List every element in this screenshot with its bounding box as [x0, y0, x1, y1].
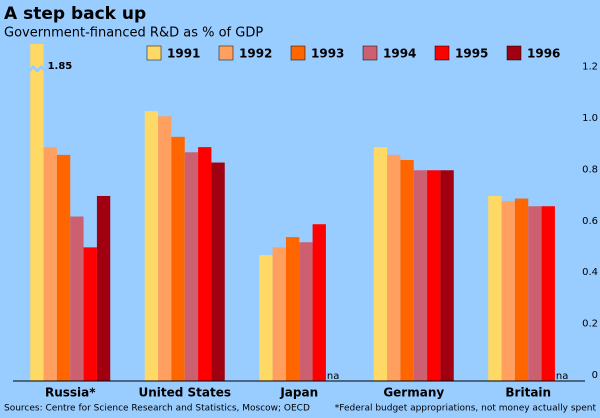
- legend-swatch: [434, 45, 450, 61]
- legend-swatch: [218, 45, 234, 61]
- y-tick-label: 0.4: [582, 267, 598, 278]
- bar: [259, 255, 273, 381]
- legend-swatch: [146, 45, 162, 61]
- bar: [171, 136, 185, 381]
- y-tick-label: 0.8: [582, 164, 598, 175]
- bar: [285, 237, 300, 381]
- bar: [184, 152, 199, 381]
- bar: [541, 206, 555, 381]
- bar: [96, 195, 111, 381]
- axis-break: [29, 64, 46, 73]
- bar: [413, 170, 428, 381]
- x-tick-label: United States: [138, 386, 231, 400]
- y-tick-label: 0.2: [582, 319, 598, 330]
- y-tick-label: 0: [592, 370, 598, 381]
- footnote: *Federal budget appropriations, not mone…: [335, 404, 597, 414]
- legend-label: 1995: [455, 47, 488, 61]
- bar: [501, 201, 515, 381]
- bar: [43, 147, 57, 381]
- bar: [488, 195, 502, 381]
- bar: [528, 206, 542, 381]
- chart-subtitle: Government-financed R&D as % of GDP: [4, 26, 263, 41]
- bar: [158, 116, 172, 381]
- value-label: 1.85: [48, 61, 73, 72]
- legend-label: 1996: [527, 47, 560, 61]
- bar: [211, 162, 225, 381]
- bar: [272, 247, 286, 381]
- legend-swatch: [290, 45, 306, 61]
- legend-swatch: [362, 45, 378, 61]
- bar: [400, 159, 414, 381]
- missing-label: na: [556, 371, 568, 382]
- bar: [83, 247, 97, 381]
- chart-title: A step back up: [4, 4, 146, 24]
- legend-label: 1994: [383, 47, 416, 61]
- legend-label: 1991: [167, 47, 200, 61]
- y-tick-label: 1.0: [582, 113, 598, 124]
- bar: [30, 44, 44, 382]
- legend-label: 1993: [311, 47, 344, 61]
- x-tick-label: Britain: [505, 386, 551, 400]
- bar: [144, 111, 159, 382]
- bar: [198, 147, 212, 381]
- legend-swatch: [506, 45, 522, 61]
- x-tick-label: Russia*: [45, 386, 96, 400]
- bar: [514, 198, 529, 381]
- legend-label: 1992: [239, 47, 272, 61]
- bar: [299, 242, 313, 381]
- bar: [373, 147, 388, 381]
- y-tick-label: 1.2: [582, 62, 598, 73]
- x-tick-label: Germany: [383, 386, 444, 400]
- bar: [70, 216, 84, 381]
- bar: [56, 154, 71, 381]
- x-tick-label: Japan: [279, 386, 318, 400]
- bar: [387, 154, 401, 381]
- missing-label: na: [327, 371, 339, 382]
- plot-area: [30, 44, 555, 382]
- source: Sources: Centre for Science Research and…: [4, 404, 310, 414]
- bar: [427, 170, 441, 381]
- bar: [440, 170, 454, 381]
- bar: [312, 224, 326, 381]
- y-tick-label: 0.6: [582, 216, 598, 227]
